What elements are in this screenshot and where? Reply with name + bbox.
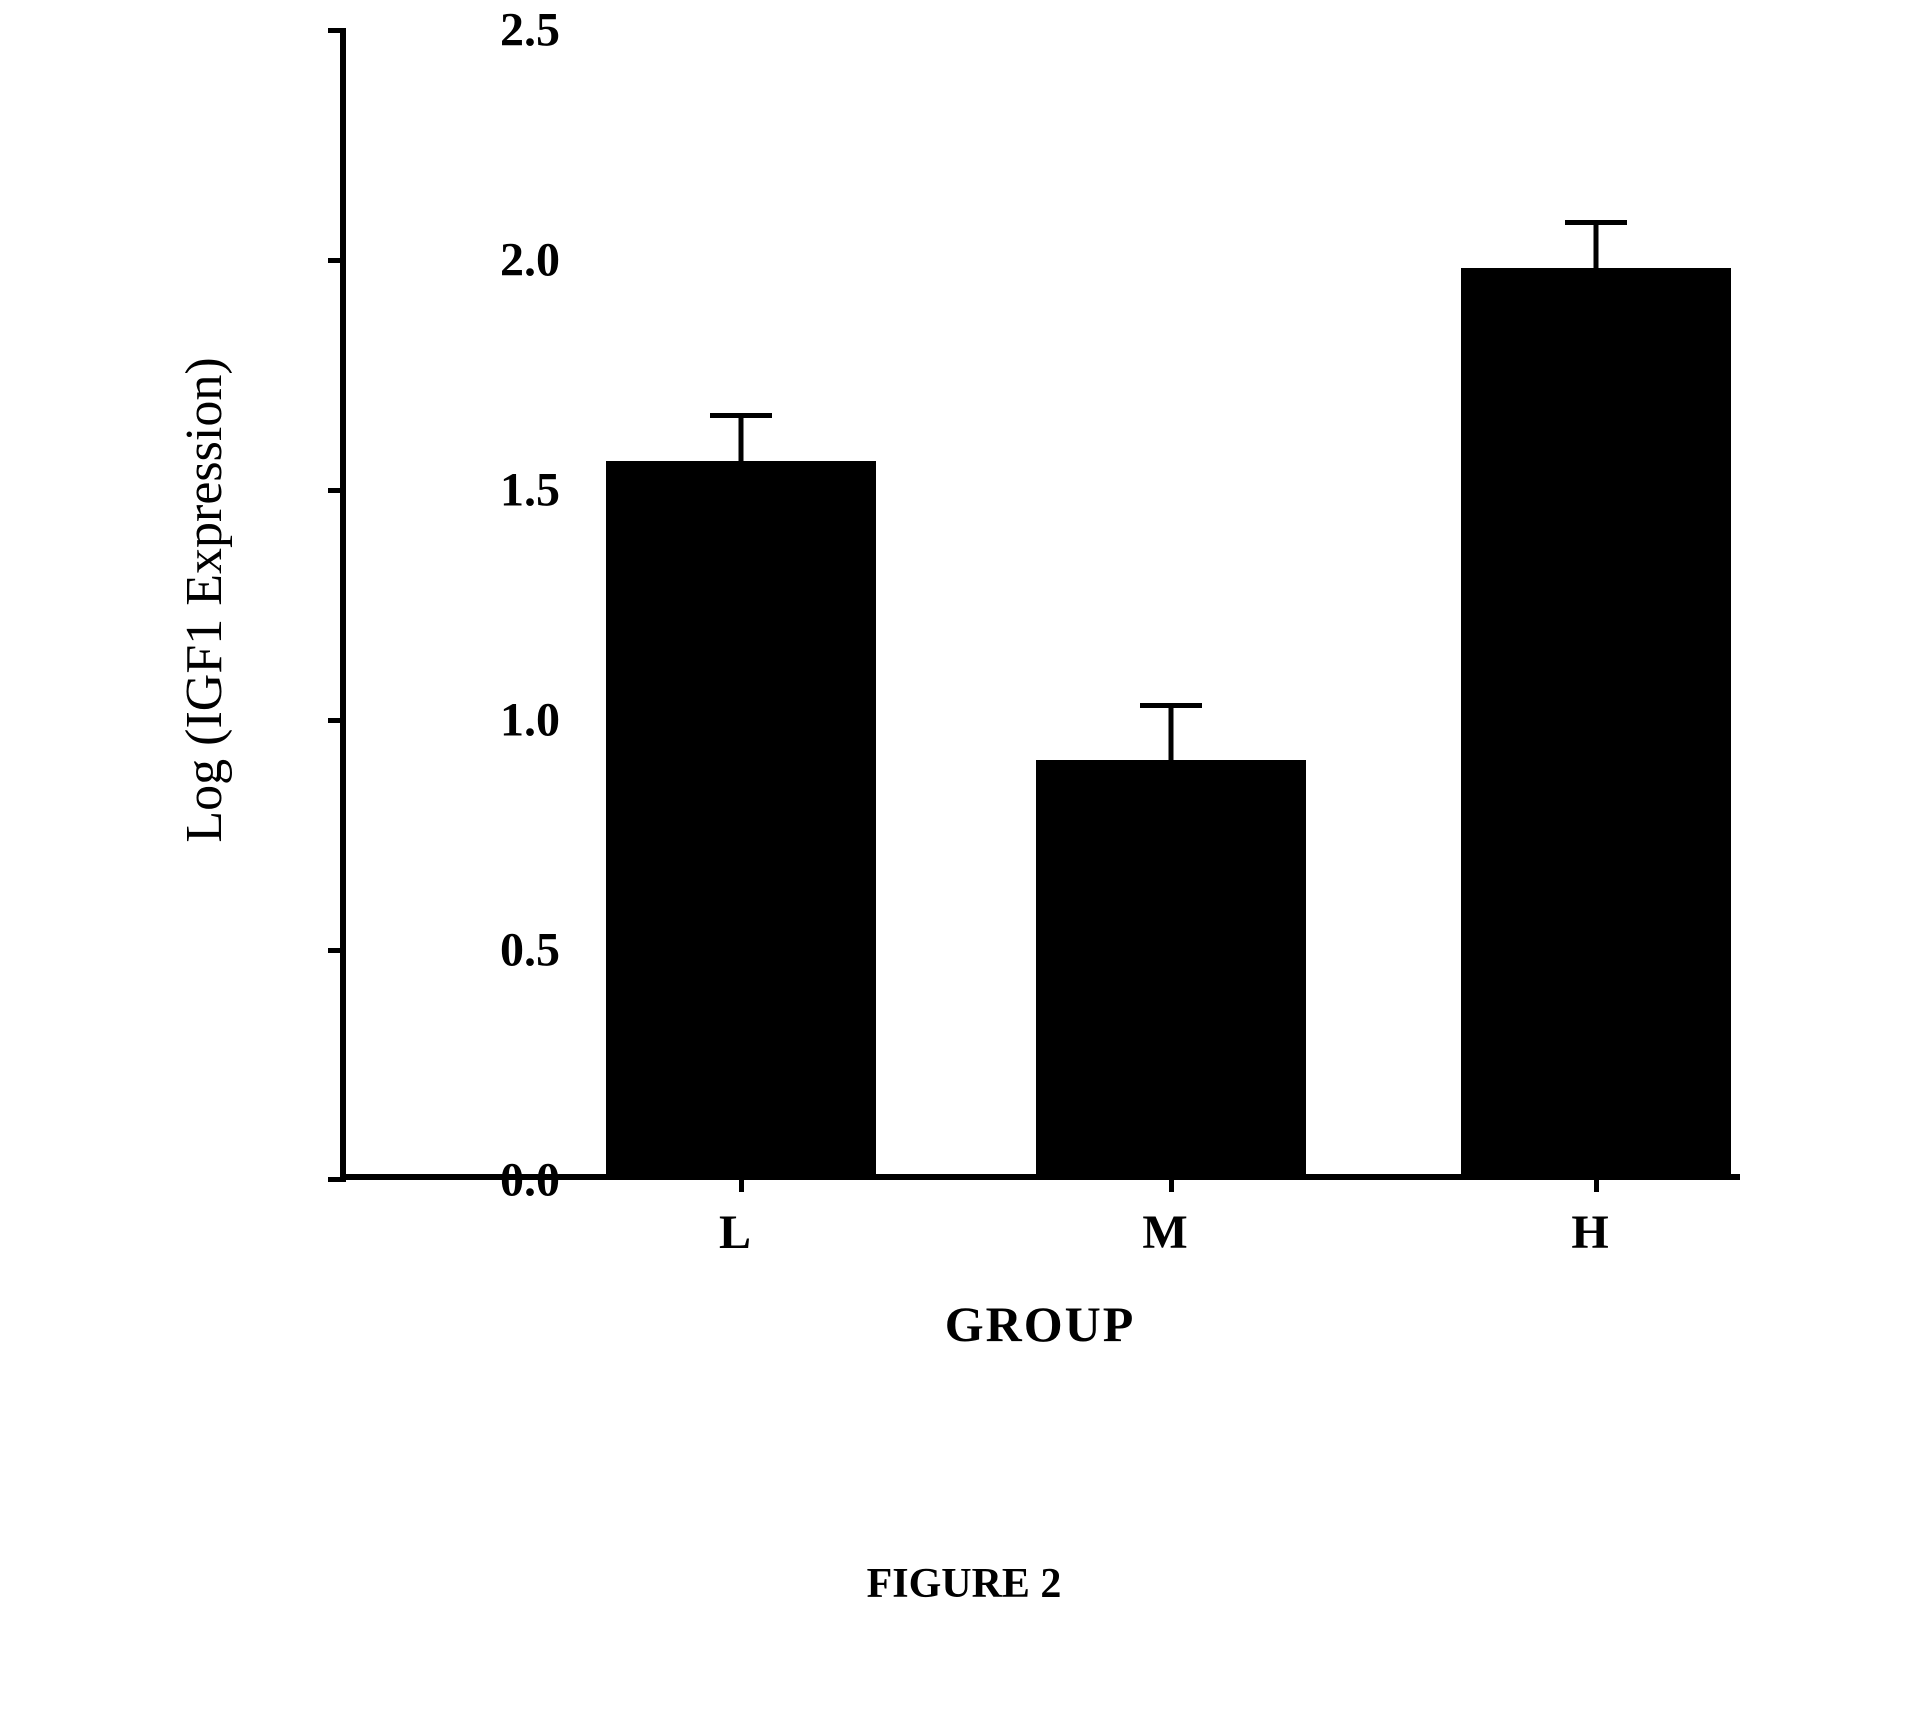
error-bar — [1169, 705, 1174, 760]
bar-chart: Log (IGF1 Expression) 2.5 2.0 1.5 1 — [140, 30, 1790, 1330]
y-tick — [328, 718, 346, 723]
x-tick-label: L — [719, 1205, 751, 1260]
y-tick-label: 2.5 — [440, 3, 560, 58]
y-tick-label: 0.5 — [440, 923, 560, 978]
y-tick — [328, 488, 346, 493]
error-bar — [739, 415, 744, 461]
x-tick — [739, 1174, 744, 1192]
x-axis-label: GROUP — [945, 1295, 1136, 1353]
y-tick-label: 1.0 — [440, 693, 560, 748]
y-tick — [328, 948, 346, 953]
x-tick — [1594, 1174, 1599, 1192]
x-tick-label: M — [1142, 1205, 1187, 1260]
error-cap — [1565, 220, 1627, 225]
y-tick-label: 1.5 — [440, 463, 560, 518]
y-axis-label: Log (IGF1 Expression) — [175, 357, 234, 842]
error-cap — [710, 413, 772, 418]
y-tick — [328, 28, 346, 33]
plot-area — [340, 30, 1740, 1180]
y-tick — [328, 1177, 346, 1182]
figure-caption: FIGURE 2 — [867, 1560, 1062, 1608]
y-tick — [328, 258, 346, 263]
x-tick-label: H — [1571, 1205, 1608, 1260]
x-tick — [1169, 1174, 1174, 1192]
bar-M — [1036, 760, 1306, 1174]
error-cap — [1140, 703, 1202, 708]
bar-H — [1461, 268, 1731, 1174]
y-tick-label: 2.0 — [440, 233, 560, 288]
bar-L — [606, 461, 876, 1174]
y-tick-label: 0.0 — [440, 1153, 560, 1208]
error-bar — [1594, 222, 1599, 268]
